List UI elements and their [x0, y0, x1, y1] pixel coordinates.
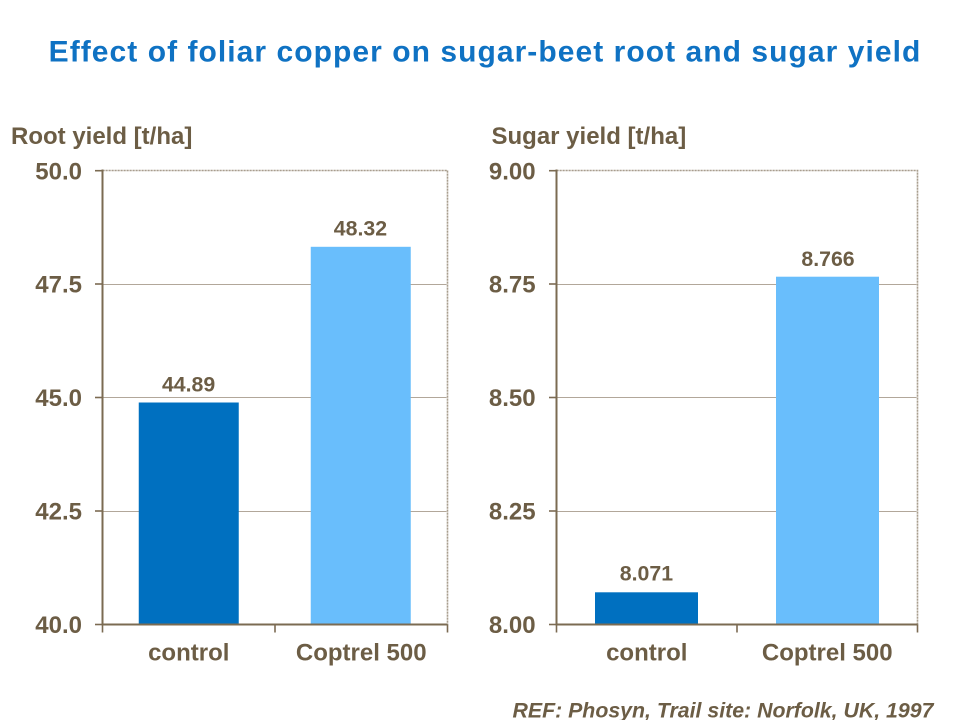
svg-text:Sugar yield [t/ha]: Sugar yield [t/ha]: [492, 123, 687, 150]
svg-text:8.766: 8.766: [801, 247, 854, 271]
svg-text:control: control: [148, 640, 229, 667]
svg-text:47.5: 47.5: [35, 272, 82, 299]
svg-text:control: control: [606, 640, 687, 667]
svg-text:48.32: 48.32: [334, 217, 387, 241]
svg-text:44.89: 44.89: [162, 373, 215, 397]
svg-text:50.0: 50.0: [35, 158, 82, 185]
svg-text:Root yield [t/ha]: Root yield [t/ha]: [11, 123, 192, 150]
svg-text:8.25: 8.25: [489, 499, 536, 526]
svg-text:8.50: 8.50: [489, 385, 536, 412]
svg-text:42.5: 42.5: [35, 499, 82, 526]
svg-text:8.00: 8.00: [489, 612, 536, 639]
svg-text:8.75: 8.75: [489, 272, 536, 299]
svg-text:Coptrel 500: Coptrel 500: [762, 640, 893, 667]
svg-text:Effect of foliar copper on sug: Effect of foliar copper on sugar-beet ro…: [49, 36, 922, 69]
svg-text:REF: Phosyn, Trail site: Norfo: REF: Phosyn, Trail site: Norfolk, UK, 19…: [513, 699, 935, 721]
svg-text:45.0: 45.0: [35, 385, 82, 412]
svg-text:40.0: 40.0: [35, 612, 82, 639]
svg-text:Coptrel 500: Coptrel 500: [296, 640, 427, 667]
svg-text:8.071: 8.071: [620, 562, 673, 586]
svg-text:9.00: 9.00: [489, 158, 536, 185]
